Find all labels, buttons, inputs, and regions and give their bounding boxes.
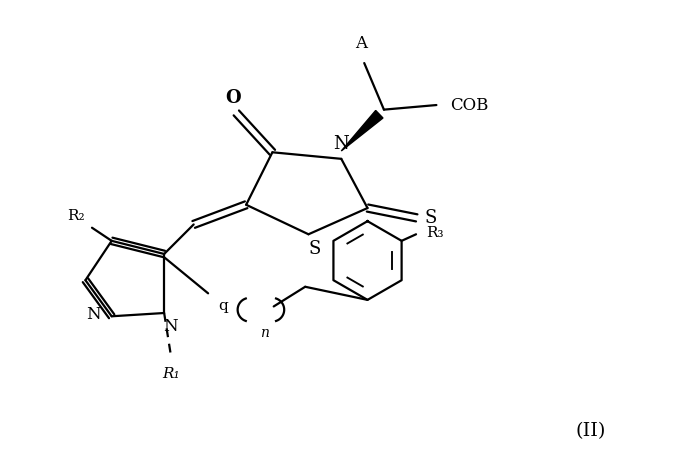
Text: S: S <box>309 240 321 258</box>
Text: R₃: R₃ <box>426 226 443 240</box>
Text: R₁: R₁ <box>162 367 180 381</box>
Text: R₂: R₂ <box>67 209 84 223</box>
Polygon shape <box>341 110 383 151</box>
Text: (II): (II) <box>575 422 606 440</box>
Text: q: q <box>218 299 228 313</box>
Text: n: n <box>260 326 268 340</box>
Text: A: A <box>355 35 367 52</box>
Text: N: N <box>86 306 101 323</box>
Text: COB: COB <box>450 97 488 114</box>
Text: N: N <box>333 135 349 153</box>
Text: O: O <box>225 90 241 108</box>
Text: S: S <box>425 209 437 227</box>
Text: N: N <box>164 317 178 334</box>
